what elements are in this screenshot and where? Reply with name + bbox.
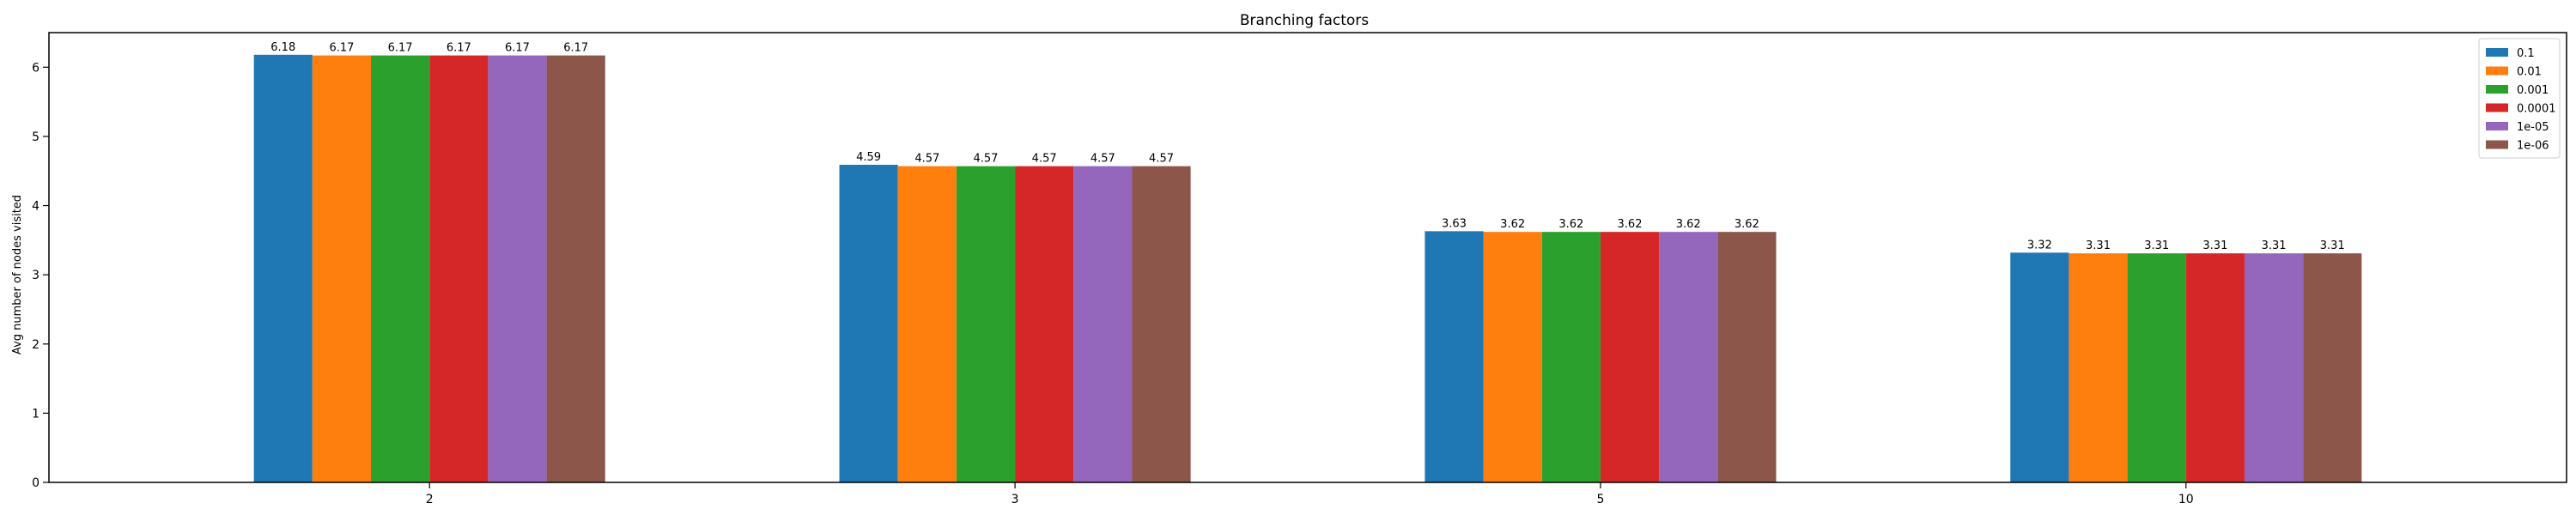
legend-label: 1e-05 — [2517, 121, 2549, 134]
bar — [839, 164, 898, 482]
legend-label: 0.0001 — [2517, 103, 2556, 116]
bar-value-label: 3.31 — [2202, 239, 2227, 252]
legend-label: 0.001 — [2517, 84, 2549, 97]
bar — [312, 55, 372, 482]
bar-value-label: 3.62 — [1618, 218, 1643, 231]
legend-swatch — [2486, 122, 2508, 130]
y-tick-label: 6 — [32, 61, 39, 75]
bar-value-label: 4.59 — [856, 151, 881, 164]
x-tick-label: 10 — [2178, 493, 2194, 506]
bar-value-label: 3.62 — [1676, 218, 1701, 231]
bar-value-label: 4.57 — [974, 153, 999, 166]
bar-value-label: 3.62 — [1558, 218, 1583, 231]
legend-swatch — [2486, 140, 2508, 149]
legend-label: 0.1 — [2517, 47, 2535, 60]
bar-value-label: 4.57 — [1032, 153, 1057, 166]
bar-value-label: 3.31 — [2262, 239, 2287, 252]
legend: 0.1 0.01 0.001 0.0001 1e-05 1e-06 — [2478, 38, 2561, 159]
bar-value-label: 3.32 — [2027, 239, 2052, 251]
bar — [2010, 252, 2069, 482]
y-tick-label: 1 — [32, 407, 39, 421]
bar-value-label: 4.57 — [1091, 153, 1115, 166]
bar-value-label: 3.63 — [1442, 217, 1467, 230]
bar — [488, 55, 547, 482]
bar-value-label: 6.17 — [329, 42, 354, 55]
bar — [2244, 253, 2304, 482]
bar — [1425, 231, 1484, 482]
bar — [546, 55, 605, 482]
legend-swatch — [2486, 103, 2508, 112]
legend-swatch — [2486, 48, 2508, 57]
bar-value-label: 3.62 — [1735, 218, 1759, 231]
legend-label: 0.01 — [2517, 66, 2542, 79]
bar — [2127, 253, 2186, 482]
y-axis-label: Avg number of nodes visited — [11, 195, 24, 354]
bar — [371, 55, 430, 482]
bar — [1717, 232, 1777, 482]
bar — [956, 166, 1016, 482]
bar-value-label: 6.17 — [563, 42, 588, 55]
bar — [1132, 166, 1191, 482]
legend-swatch — [2486, 66, 2508, 76]
bar-value-label: 6.17 — [388, 42, 413, 55]
bar — [253, 54, 313, 482]
bar — [2069, 253, 2128, 482]
y-tick-label: 4 — [32, 200, 39, 214]
plot-frame — [48, 32, 2567, 483]
bar — [1659, 232, 1718, 482]
bar — [429, 55, 489, 482]
x-tick-label: 2 — [426, 493, 434, 506]
bar — [2303, 253, 2362, 482]
bar — [1073, 166, 1133, 482]
y-tick-label: 0 — [32, 476, 39, 490]
bar — [1015, 166, 1074, 482]
bar-value-label: 6.17 — [505, 42, 530, 55]
y-tick-label: 3 — [32, 269, 39, 282]
x-tick-label: 3 — [1012, 493, 1019, 506]
chart-title: Branching factors — [1240, 12, 1369, 29]
bar-value-label: 3.31 — [2144, 239, 2169, 252]
bar-value-label: 3.31 — [2320, 239, 2345, 252]
bar-value-label: 6.18 — [270, 41, 295, 54]
bar-value-label: 4.57 — [914, 153, 939, 166]
y-tick-label: 5 — [32, 130, 39, 144]
bar — [1600, 232, 1660, 482]
plot-area: 0 1 2 3 4 5 6 2 3 5 10 6.18 4.59 3.63 3.32 6.17 4.57 3.62… — [32, 41, 2362, 506]
x-tick-label: 5 — [1596, 493, 1604, 506]
bar-value-label: 6.17 — [447, 42, 471, 55]
bar-value-label: 4.57 — [1149, 153, 1174, 166]
bar — [2185, 253, 2245, 482]
legend-swatch — [2486, 85, 2508, 94]
bar — [1541, 232, 1601, 482]
y-tick-label: 2 — [32, 338, 39, 352]
legend-label: 1e-06 — [2517, 140, 2549, 153]
bar-value-label: 3.62 — [1500, 218, 1525, 231]
bar — [897, 166, 957, 482]
bar — [1483, 232, 1542, 482]
bar-value-label: 3.31 — [2086, 239, 2111, 252]
